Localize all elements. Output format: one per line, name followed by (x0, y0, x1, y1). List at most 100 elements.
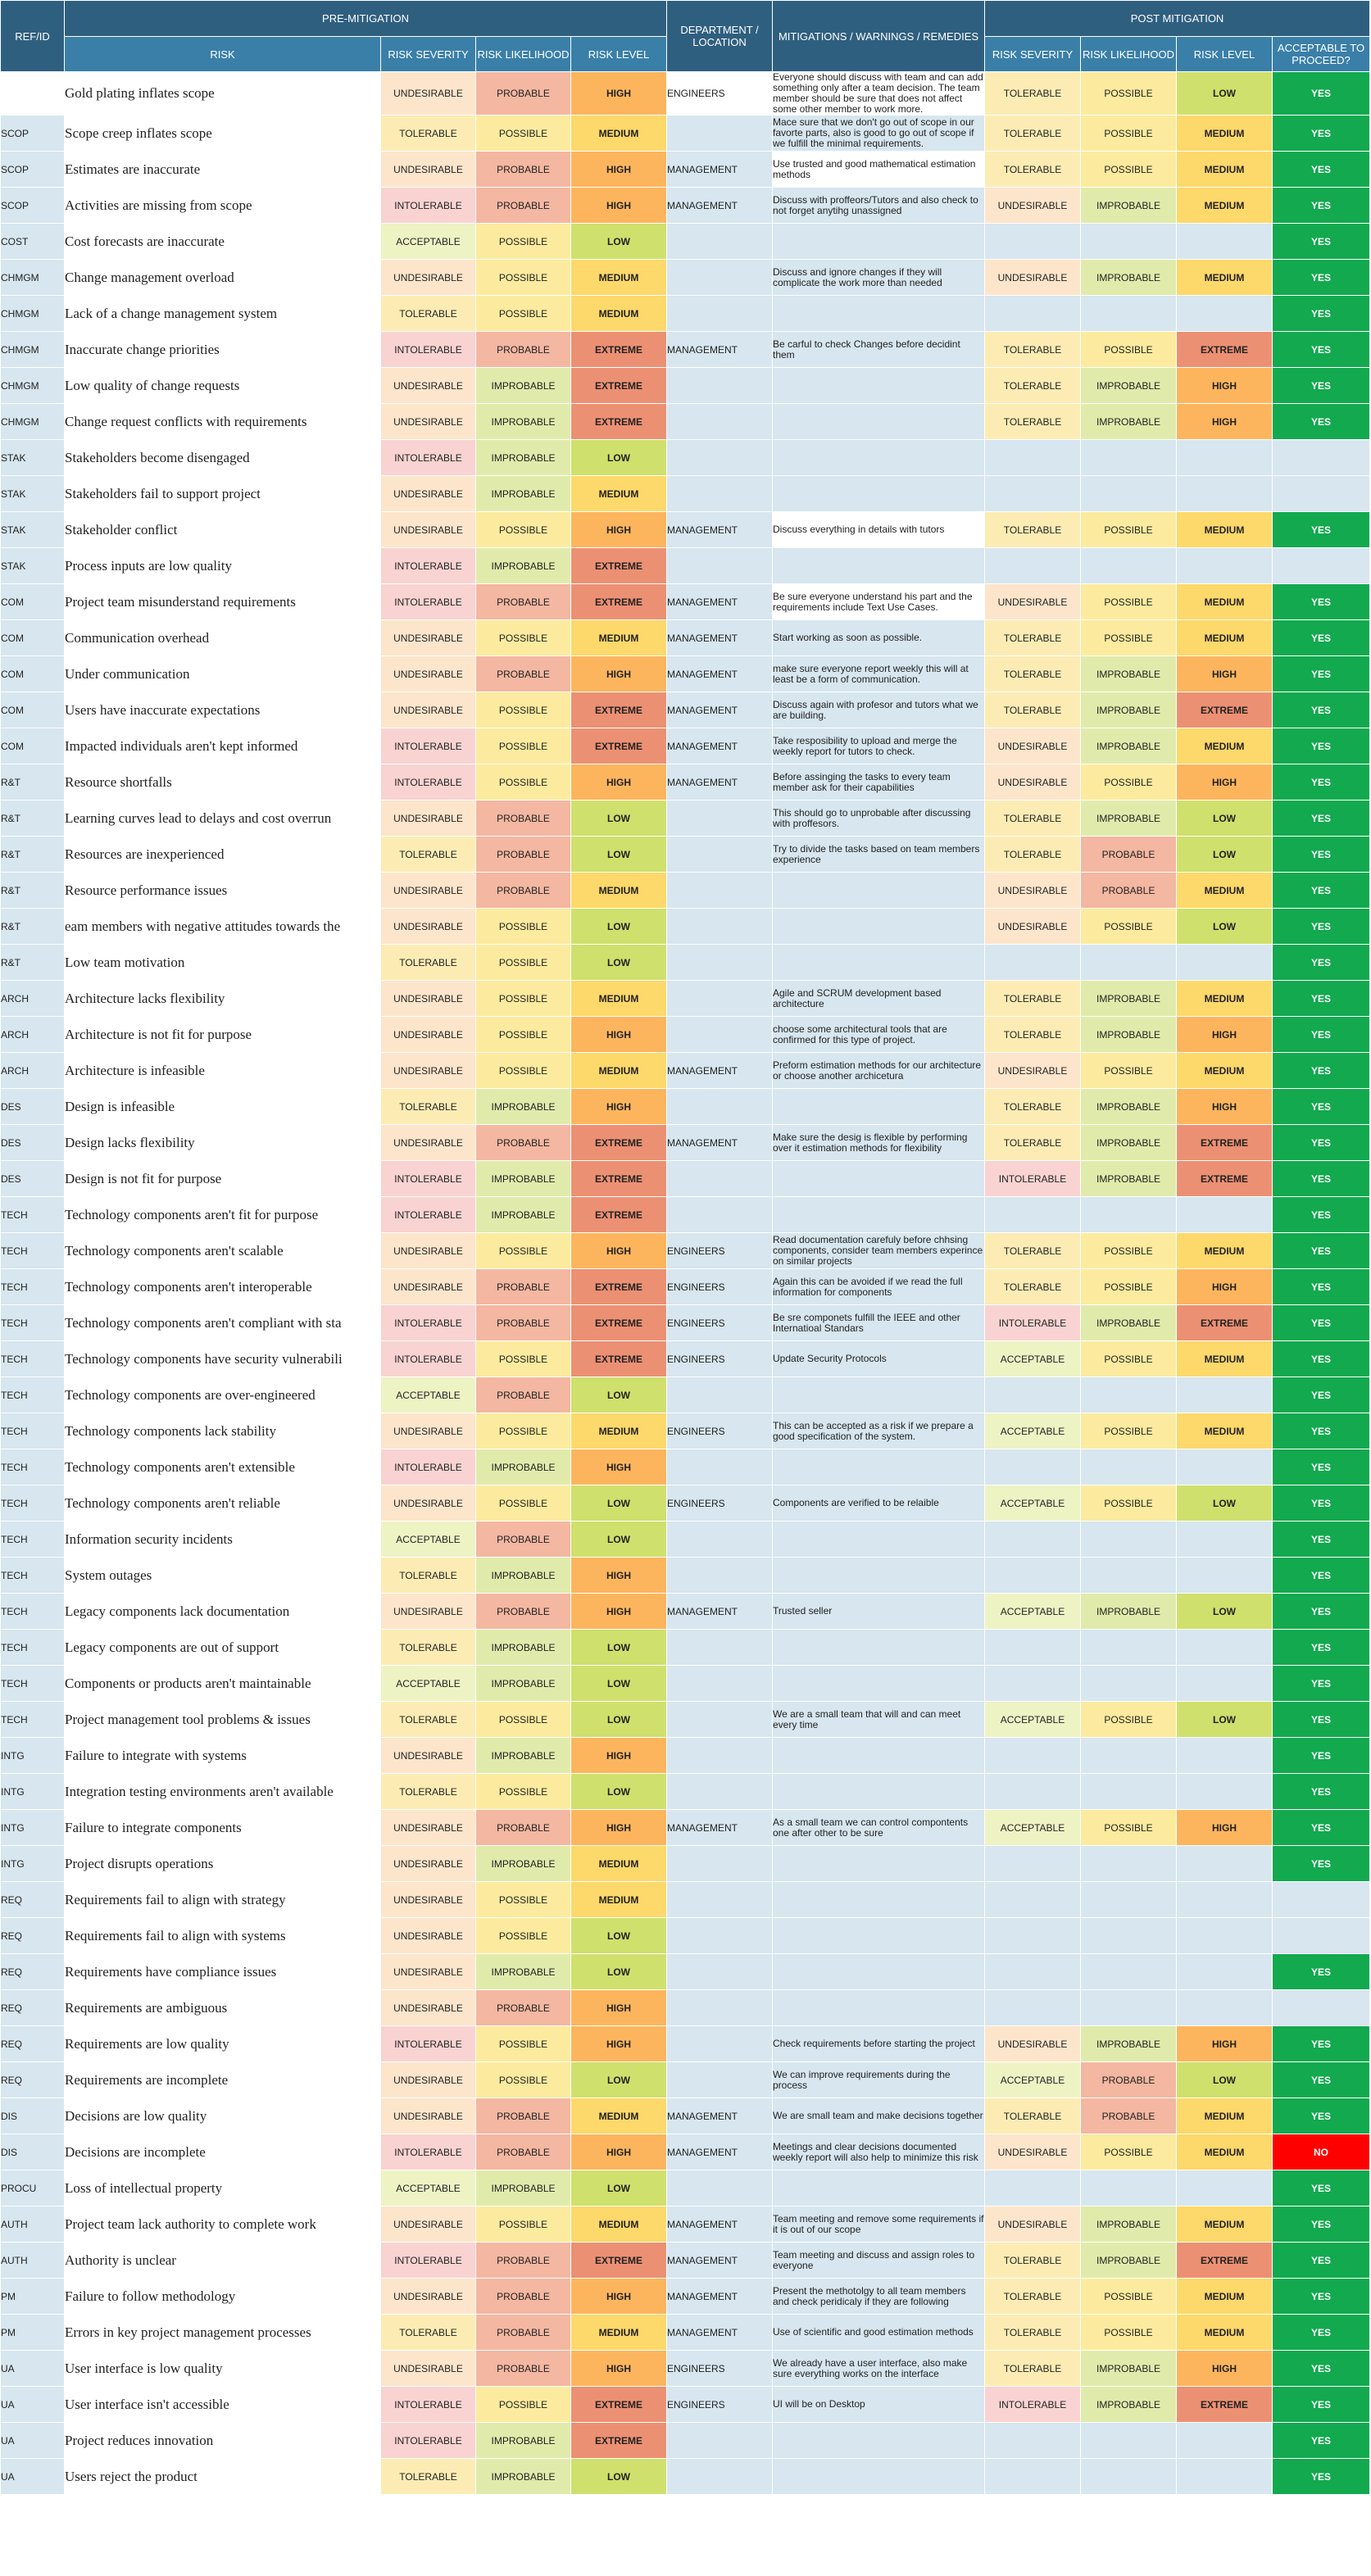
mitigation-cell (772, 1521, 985, 1558)
likelihood-cell: PROBABLE (475, 2278, 571, 2315)
acceptable-cell: YES (1271, 1701, 1371, 1738)
severity-cell: ACCEPTABLE (380, 223, 476, 260)
severity-cell: UNDESIRABLE (380, 1052, 476, 1089)
likelihood-cell: PROBABLE (475, 2314, 571, 2351)
acceptable-cell: YES (1271, 1557, 1371, 1594)
severity-cell: INTOLERABLE (380, 1160, 476, 1197)
post-risk-level-cell: LOW (1176, 800, 1273, 837)
likelihood-cell: IMPROBABLE (475, 2170, 571, 2206)
risk-header: RISK (64, 36, 381, 72)
mitigation-cell: This can be accepted as a risk if we pre… (772, 1413, 985, 1449)
likelihood-cell: IMPROBABLE (475, 1845, 571, 1882)
severity-cell: UNDESIRABLE (380, 655, 476, 692)
post-severity-cell (984, 1196, 1081, 1233)
likelihood-cell: POSSIBLE (475, 295, 571, 332)
acceptable-cell: YES (1271, 2278, 1371, 2315)
likelihood-cell: POSSIBLE (475, 1773, 571, 1810)
table-row: R&T Resources are inexperienced TOLERABLE P… (0, 836, 1371, 873)
severity-cell: UNDESIRABLE (380, 1737, 476, 1774)
acceptable-cell: YES (1271, 1232, 1371, 1269)
risk-level-cell: LOW (570, 2458, 667, 2495)
acceptable-cell: YES (1271, 1485, 1371, 1522)
acceptable-cell: YES (1271, 1449, 1371, 1485)
table-row: COST Cost forecasts are inaccurate ACCEPTA… (0, 223, 1371, 260)
risk-cell: Loss of intellectual property (64, 2170, 381, 2206)
post-severity-cell: ACCEPTABLE (984, 1593, 1081, 1630)
post-risk-level-cell: EXTREME (1176, 2386, 1273, 2423)
ref-id-cell: REQ (0, 2061, 65, 2098)
mitigation-cell: Be carful to check Changes before decidi… (772, 331, 985, 368)
post-risk-level-cell: MEDIUM (1176, 2206, 1273, 2243)
ref-id-cell: STAK (0, 511, 65, 548)
post-likelihood-cell (1080, 1449, 1177, 1485)
likelihood-cell: PROBABLE (475, 1268, 571, 1305)
risk-cell: Requirements are low quality (64, 2025, 381, 2062)
likelihood-cell: POSSIBLE (475, 980, 571, 1017)
risk-cell: Technology components aren't extensible (64, 1449, 381, 1485)
mitigation-cell: We can improve requirements during the p… (772, 2061, 985, 2098)
severity-cell: UNDESIRABLE (380, 511, 476, 548)
acceptable-cell (1271, 1881, 1371, 1918)
post-severity-cell (984, 1521, 1081, 1558)
ref-id-cell: STAK (0, 547, 65, 584)
table-row: TECH Technology components aren't interop… (0, 1268, 1371, 1305)
post-severity-cell (984, 1881, 1081, 1918)
risk-cell: Process inputs are low quality (64, 547, 381, 584)
ref-id-cell (0, 71, 65, 116)
likelihood-cell: IMPROBABLE (475, 1629, 571, 1666)
mitigation-cell: Trusted seller (772, 1593, 985, 1630)
risk-level-cell: LOW (570, 1629, 667, 1666)
ref-id-cell: R&T (0, 908, 65, 945)
post-severity-cell: TOLERABLE (984, 1088, 1081, 1125)
post-risk-level-cell (1176, 2422, 1273, 2459)
post-risk-level-cell: HIGH (1176, 1088, 1273, 1125)
post-risk-level-cell: MEDIUM (1176, 1413, 1273, 1449)
post-likelihood-cell (1080, 1376, 1177, 1413)
ref-id-cell: COST (0, 223, 65, 260)
post-risk-level-cell (1176, 1953, 1273, 1990)
mitigation-cell: This should go to unprobable after discu… (772, 800, 985, 837)
department-cell (666, 800, 773, 837)
risk-level-cell: LOW (570, 1953, 667, 1990)
department-cell (666, 295, 773, 332)
table-row: PM Failure to follow methodology UNDESIRAB… (0, 2278, 1371, 2315)
risk-level-cell: LOW (570, 1773, 667, 1810)
post-likelihood-cell: IMPROBABLE (1080, 655, 1177, 692)
severity-cell: INTOLERABLE (380, 1340, 476, 1377)
likelihood-cell: PROBABLE (475, 151, 571, 188)
risk-cell: Project management tool problems & issue… (64, 1701, 381, 1738)
severity-cell: TOLERABLE (380, 836, 476, 873)
post-likelihood-cell: POSSIBLE (1080, 1232, 1177, 1269)
post-severity-cell: TOLERABLE (984, 1016, 1081, 1053)
post-risk-level-cell: EXTREME (1176, 692, 1273, 728)
risk-cell: Technology components aren't scalable (64, 1232, 381, 1269)
post-severity-cell: TOLERABLE (984, 151, 1081, 188)
department-cell (666, 1953, 773, 1990)
severity-cell: UNDESIRABLE (380, 2061, 476, 2098)
post-risk-level-cell: MEDIUM (1176, 511, 1273, 548)
post-severity-cell: INTOLERABLE (984, 1304, 1081, 1341)
table-row: ARCH Architecture lacks flexibility UNDESI… (0, 980, 1371, 1017)
post-likelihood-cell (1080, 1665, 1177, 1702)
likelihood-cell: IMPROBABLE (475, 475, 571, 512)
post-severity-cell (984, 1665, 1081, 1702)
mitigation-cell (772, 1557, 985, 1594)
likelihood-cell: POSSIBLE (475, 619, 571, 656)
mitigation-cell: Take resposibility to upload and merge t… (772, 728, 985, 764)
risk-cell: Resource shortfalls (64, 764, 381, 800)
table-row: SCOP Estimates are inaccurate UNDESIRABLE P… (0, 151, 1371, 188)
ref-id-cell: COM (0, 728, 65, 764)
post-likelihood-cell: POSSIBLE (1080, 1413, 1177, 1449)
severity-cell: UNDESIRABLE (380, 2206, 476, 2243)
post-risk-level-cell (1176, 1989, 1273, 2026)
post-risk-level-cell (1176, 1737, 1273, 1774)
table-row: TECH System outages TOLERABLE IMPROBABLE HIG… (0, 1557, 1371, 1594)
ref-id-cell: SCOP (0, 187, 65, 224)
ref-id-cell: TECH (0, 1665, 65, 1702)
department-header: DEPARTMENT / LOCATION (666, 0, 773, 72)
risk-cell: Estimates are inaccurate (64, 151, 381, 188)
ref-id-cell: TECH (0, 1376, 65, 1413)
post-severity-cell (984, 2170, 1081, 2206)
risk-level-cell: HIGH (570, 71, 667, 116)
severity-cell: INTOLERABLE (380, 1304, 476, 1341)
